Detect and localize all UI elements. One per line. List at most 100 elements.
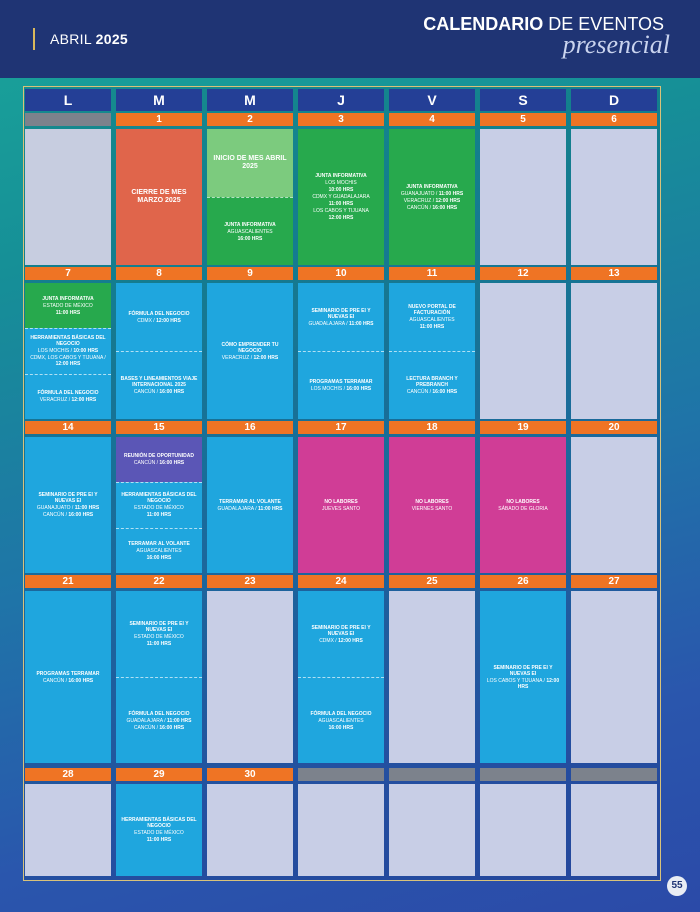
day-cell[interactable]: [571, 784, 657, 876]
day-cell[interactable]: HERRAMIENTAS BÁSICAS DEL NEGOCIO ESTADO D…: [116, 784, 202, 876]
calendar-event[interactable]: FÓRMULA DEL NEGOCIO AGUASCALIENTES 16:00 H…: [298, 677, 384, 763]
day-cell[interactable]: CÓMO EMPRENDER TU NEGOCIO VERACRUZ / 12:0…: [207, 283, 293, 419]
day-cell[interactable]: [207, 784, 293, 876]
day-cell[interactable]: [480, 283, 566, 419]
day-cell[interactable]: [389, 591, 475, 763]
calendar-event[interactable]: SEMINARIO DE PRE EI Y NUEVAS EI LOS CABOS…: [480, 591, 566, 763]
day-number: 1: [116, 113, 202, 126]
day-cell[interactable]: CIERRE DE MES MARZO 2025: [116, 129, 202, 265]
event-location: ESTADO DE MÉXICO: [134, 505, 184, 512]
event-title: HERRAMIENTAS BÁSICAS DEL NEGOCIO: [121, 492, 197, 505]
calendar-title: CALENDARIO DE EVENTOS: [423, 14, 664, 34]
event-location: CDMX /: [137, 317, 157, 324]
calendar-event[interactable]: LECTURA BRANCH Y PREBRANCH CANCÚN / 16:00…: [389, 351, 475, 419]
day-number: 26: [480, 575, 566, 588]
calendar-event[interactable]: NO LABORES JUEVES SANTO: [298, 437, 384, 573]
calendar-event[interactable]: TERRAMAR AL VOLANTE AGUASCALIENTES 16:00 H…: [116, 527, 202, 573]
calendar-event[interactable]: CIERRE DE MES MARZO 2025: [116, 129, 202, 265]
calendar-event[interactable]: SEMINARIO DE PRE EI Y NUEVAS EI GUADALAJA…: [298, 283, 384, 351]
calendar-event[interactable]: CÓMO EMPRENDER TU NEGOCIO VERACRUZ / 12:0…: [207, 283, 293, 419]
day-number: 22: [116, 575, 202, 588]
day-number: 14: [25, 421, 111, 434]
calendar-event[interactable]: JUNTA INFORMATIVA GUANAJUATO / 11:00 HRS V…: [389, 129, 475, 265]
day-cell[interactable]: SEMINARIO DE PRE EI Y NUEVAS EI CDMX / 12…: [298, 591, 384, 763]
calendar-event[interactable]: SEMINARIO DE PRE EI Y NUEVAS EI CDMX / 12…: [298, 591, 384, 677]
calendar-event[interactable]: SEMINARIO DE PRE EI Y NUEVAS EI ESTADO DE…: [116, 591, 202, 677]
calendar-event[interactable]: TERRAMAR AL VOLANTE GUADALAJARA / 11:00 H…: [207, 437, 293, 573]
calendar-event[interactable]: NO LABORES SÁBADO DE GLORIA: [480, 437, 566, 573]
day-cell[interactable]: JUNTA INFORMATIVA LOS MOCHIS 10:00 HRS CDMX…: [298, 129, 384, 265]
day-cell[interactable]: [298, 784, 384, 876]
event-title: NUEVO PORTAL DE FACTURACIÓN: [408, 304, 456, 316]
event-location: ESTADO DE MÉXICO: [43, 302, 93, 309]
event-detail: GUANAJUATO / 11:00 HRS: [37, 505, 99, 511]
day-cell[interactable]: SEMINARIO DE PRE EI Y NUEVAS EI LOS CABOS…: [480, 591, 566, 763]
day-cell[interactable]: SEMINARIO DE PRE EI Y NUEVAS EI GUADALAJA…: [298, 283, 384, 419]
event-title: FÓRMULA DEL NEGOCIO: [37, 390, 99, 397]
event-detail: 16:00 HRS: [147, 555, 172, 561]
event-time: 11:00 HRS: [167, 717, 192, 724]
event-time: 11:00 HRS: [146, 837, 172, 843]
day-cell[interactable]: [571, 437, 657, 573]
day-number: 17: [298, 421, 384, 434]
day-cell[interactable]: INICIO DE MES ABRIL 2025 JUNTA INFORMATIV…: [207, 129, 293, 265]
calendar-event[interactable]: SEMINARIO DE PRE EI Y NUEVAS EI GUANAJUAT…: [25, 437, 111, 573]
event-time: 11:00 HRS: [74, 505, 100, 511]
day-number: 3: [298, 113, 384, 126]
event-detail: ESTADO DE MÉXICO: [134, 830, 184, 836]
event-detail: SÁBADO DE GLORIA: [498, 506, 547, 512]
day-of-week-header: J: [298, 89, 384, 111]
day-cell[interactable]: [571, 129, 657, 265]
event-detail: CDMX, LOS CABOS Y TIJUANA / 12:00 HRS: [29, 355, 107, 367]
day-cell[interactable]: [389, 784, 475, 876]
day-cell[interactable]: NUEVO PORTAL DE FACTURACIÓN AGUASCALIENTE…: [389, 283, 475, 419]
day-cell[interactable]: JUNTA INFORMATIVA GUANAJUATO / 11:00 HRS V…: [389, 129, 475, 265]
day-cell[interactable]: NO LABORES JUEVES SANTO: [298, 437, 384, 573]
day-cell[interactable]: PROGRAMAS TERRAMAR CANCÚN / 16:00 HRS: [25, 591, 111, 763]
day-cell[interactable]: [480, 784, 566, 876]
calendar-event[interactable]: FÓRMULA DEL NEGOCIO GUADALAJARA / 11:00 H…: [116, 677, 202, 763]
day-cell[interactable]: [25, 784, 111, 876]
day-cell[interactable]: TERRAMAR AL VOLANTE GUADALAJARA / 11:00 H…: [207, 437, 293, 573]
calendar-event[interactable]: FÓRMULA DEL NEGOCIO VERACRUZ / 12:00 HRS: [25, 373, 111, 419]
day-cell[interactable]: [207, 591, 293, 763]
day-cell[interactable]: NO LABORES VIERNES SANTO: [389, 437, 475, 573]
day-cell[interactable]: JUNTA INFORMATIVA ESTADO DE MÉXICO 11:00 H…: [25, 283, 111, 419]
calendar-event[interactable]: JUNTA INFORMATIVA LOS MOCHIS 10:00 HRS CDMX…: [298, 129, 384, 265]
event-detail: ESTADO DE MÉXICO: [134, 634, 184, 640]
event-title: JUNTA INFORMATIVA: [315, 173, 367, 179]
calendar-event[interactable]: PROGRAMAS TERRAMAR CANCÚN / 16:00 HRS: [25, 591, 111, 763]
day-cell[interactable]: [571, 591, 657, 763]
day-cell[interactable]: FÓRMULA DEL NEGOCIO CDMX / 12:00 HRS BASES…: [116, 283, 202, 419]
calendar-event[interactable]: NO LABORES VIERNES SANTO: [389, 437, 475, 573]
event-title: INICIO DE MES ABRIL 2025: [213, 155, 287, 170]
calendar-event[interactable]: FÓRMULA DEL NEGOCIO CDMX / 12:00 HRS: [116, 283, 202, 351]
calendar-event[interactable]: HERRAMIENTAS BÁSICAS DEL NEGOCIO ESTADO D…: [116, 482, 202, 527]
day-cell[interactable]: NO LABORES SÁBADO DE GLORIA: [480, 437, 566, 573]
event-detail: CANCÚN / 16:00 HRS: [134, 460, 184, 466]
event-time: 16:00 HRS: [432, 389, 458, 395]
calendar-event[interactable]: JUNTA INFORMATIVA AGUASCALIENTES 16:00 HRS: [207, 197, 293, 265]
event-title: REUNIÓN DE OPORTUNIDAD: [123, 453, 194, 460]
calendar-event[interactable]: NUEVO PORTAL DE FACTURACIÓN AGUASCALIENTE…: [389, 283, 475, 351]
calendar-event[interactable]: JUNTA INFORMATIVA ESTADO DE MÉXICO 11:00 H…: [25, 283, 111, 329]
calendar-event[interactable]: HERRAMIENTAS BÁSICAS DEL NEGOCIO ESTADO D…: [116, 784, 202, 876]
day-cell[interactable]: [480, 129, 566, 265]
event-detail: 11:00 HRS: [56, 310, 80, 316]
calendar-event[interactable]: INICIO DE MES ABRIL 2025: [207, 129, 293, 197]
event-location: AGUASCALIENTES: [409, 317, 455, 323]
event-title: SEMINARIO DE PRE EI Y NUEVAS EI: [311, 307, 371, 320]
calendar-event[interactable]: HERRAMIENTAS BÁSICAS DEL NEGOCIO LOS MOCH…: [25, 328, 111, 373]
calendar-event[interactable]: BASES Y LINEAMIENTOS VIAJE INTERNACIONAL…: [116, 351, 202, 419]
calendar-event[interactable]: REUNIÓN DE OPORTUNIDAD CANCÚN / 16:00 HRS: [116, 437, 202, 483]
day-cell[interactable]: SEMINARIO DE PRE EI Y NUEVAS EI ESTADO DE…: [116, 591, 202, 763]
day-cell[interactable]: SEMINARIO DE PRE EI Y NUEVAS EI GUANAJUAT…: [25, 437, 111, 573]
event-location: LOS MOCHIS /: [37, 348, 74, 355]
day-cell[interactable]: [571, 283, 657, 419]
event-time: 16:00 HRS: [68, 512, 94, 518]
event-detail: CANCÚN / 16:00 HRS: [43, 678, 93, 684]
day-cell[interactable]: [25, 129, 111, 265]
day-cell[interactable]: REUNIÓN DE OPORTUNIDAD CANCÚN / 16:00 HRS…: [116, 437, 202, 573]
calendar-event[interactable]: PROGRAMAS TERRAMAR LOS MOCHIS / 16:00 HRS: [298, 351, 384, 419]
day-number: 11: [389, 267, 475, 280]
